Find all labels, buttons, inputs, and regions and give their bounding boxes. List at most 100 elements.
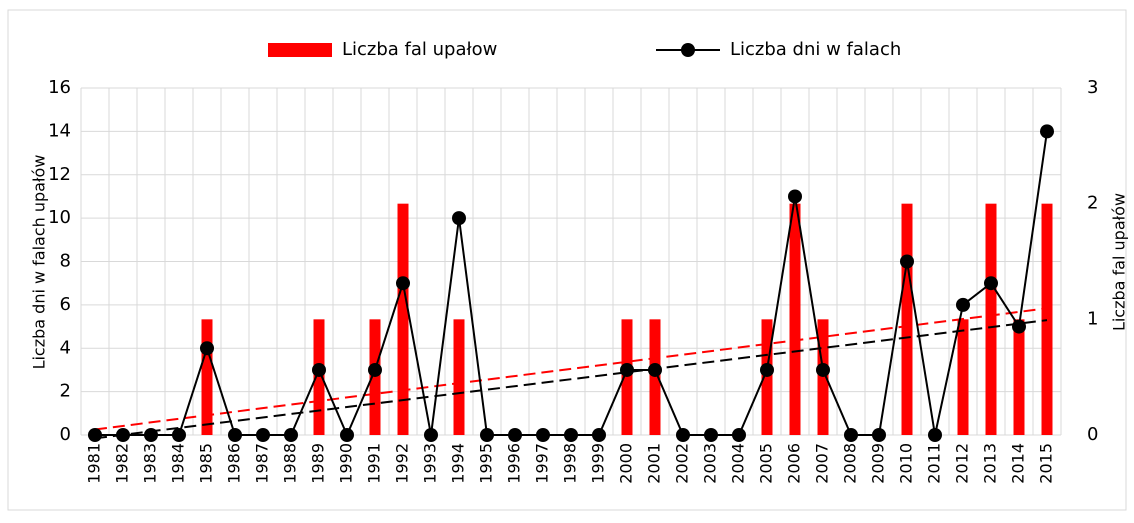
x-tick-label: 1994 <box>449 443 468 484</box>
point <box>228 428 242 442</box>
y2-tick-label: 2 <box>1087 193 1098 214</box>
x-tick-label: 1993 <box>421 443 440 484</box>
y-tick-label: 16 <box>48 77 71 98</box>
x-tick-label: 1986 <box>225 443 244 484</box>
point <box>312 362 326 377</box>
x-tick-label: 2001 <box>645 443 664 484</box>
point <box>1040 124 1054 139</box>
x-tick-label: 1995 <box>477 443 496 484</box>
x-tick-label: 2014 <box>1009 443 1028 484</box>
bar <box>985 203 997 435</box>
point <box>928 428 942 442</box>
point <box>816 362 830 377</box>
bar <box>761 319 773 435</box>
x-tick-label: 2002 <box>673 443 692 484</box>
point <box>676 428 690 442</box>
y-tick-label: 0 <box>60 424 71 445</box>
x-tick-label: 2009 <box>869 443 888 484</box>
x-tick-label: 2012 <box>953 443 972 484</box>
bar <box>313 319 325 435</box>
bar <box>817 319 829 435</box>
x-tick-label: 2011 <box>925 443 944 484</box>
x-tick-label: 1988 <box>281 443 300 484</box>
point <box>340 428 354 442</box>
x-tick-label: 1987 <box>253 443 272 484</box>
x-tick-label: 2003 <box>701 443 720 484</box>
x-tick-label: 1991 <box>365 443 384 484</box>
point <box>256 428 270 442</box>
x-tick-label: 2010 <box>897 443 916 484</box>
point <box>732 428 746 442</box>
bar <box>453 319 465 435</box>
point <box>592 428 606 442</box>
bar <box>201 319 213 435</box>
point <box>144 428 158 442</box>
x-tick-label: 1983 <box>141 443 160 484</box>
bar <box>1013 319 1025 435</box>
x-tick-label: 1985 <box>197 443 216 484</box>
y2-tick-label: 1 <box>1087 308 1098 329</box>
y-tick-label: 4 <box>60 337 71 358</box>
point <box>536 428 550 442</box>
point <box>508 428 522 442</box>
x-tick-label: 2015 <box>1037 443 1056 484</box>
x-tick-label: 1990 <box>337 443 356 484</box>
x-tick-label: 2000 <box>617 443 636 484</box>
y2-tick-label: 3 <box>1087 77 1098 98</box>
point <box>200 341 214 356</box>
x-tick-label: 1992 <box>393 443 412 484</box>
point <box>284 428 298 442</box>
bar <box>901 203 913 435</box>
point <box>480 428 494 442</box>
x-tick-label: 1982 <box>113 443 132 484</box>
bar <box>957 319 969 435</box>
y2-axis-title: Liczba fal upałów <box>1110 193 1129 331</box>
x-tick-label: 1997 <box>533 443 552 484</box>
y-tick-label: 6 <box>60 294 71 315</box>
y-tick-label: 14 <box>48 120 71 141</box>
legend-swatch <box>268 43 332 57</box>
x-tick-label: 2013 <box>981 443 1000 484</box>
x-tick-label: 2004 <box>729 443 748 484</box>
point <box>872 428 886 442</box>
y-tick-label: 12 <box>48 164 71 185</box>
point <box>956 297 970 312</box>
y-axis-title: Liczba dni w falach upałów <box>30 155 49 370</box>
y2-tick-label: 0 <box>1087 424 1098 445</box>
trend-line <box>94 319 1048 440</box>
y-tick-label: 2 <box>60 381 71 402</box>
bar <box>789 203 801 435</box>
x-tick-label: 2006 <box>785 443 804 484</box>
point <box>900 254 914 269</box>
x-tick-label: 1984 <box>169 443 188 484</box>
point <box>368 362 382 377</box>
y-tick-label: 8 <box>60 251 71 272</box>
x-tick-label: 2005 <box>757 443 776 484</box>
legend-marker <box>681 43 695 57</box>
legend-label: Liczba dni w falach <box>730 39 901 60</box>
point <box>620 362 634 377</box>
point <box>760 362 774 377</box>
point <box>704 428 718 442</box>
point <box>1012 319 1026 334</box>
point <box>424 428 438 442</box>
point <box>564 428 578 442</box>
point <box>844 428 858 442</box>
x-tick-label: 2008 <box>841 443 860 484</box>
point <box>88 428 102 442</box>
x-tick-label: 1989 <box>309 443 328 484</box>
point <box>648 362 662 377</box>
bar <box>369 319 381 435</box>
x-tick-label: 1996 <box>505 443 524 484</box>
point <box>984 276 998 291</box>
legend-label: Liczba fal upałow <box>342 39 497 60</box>
x-tick-label: 1999 <box>589 443 608 484</box>
x-tick-label: 1998 <box>561 443 580 484</box>
bar <box>1041 203 1053 435</box>
point <box>396 276 410 291</box>
bar <box>649 319 661 435</box>
point <box>116 428 130 442</box>
point <box>172 428 186 442</box>
point <box>788 189 802 204</box>
y-tick-label: 10 <box>48 207 71 228</box>
